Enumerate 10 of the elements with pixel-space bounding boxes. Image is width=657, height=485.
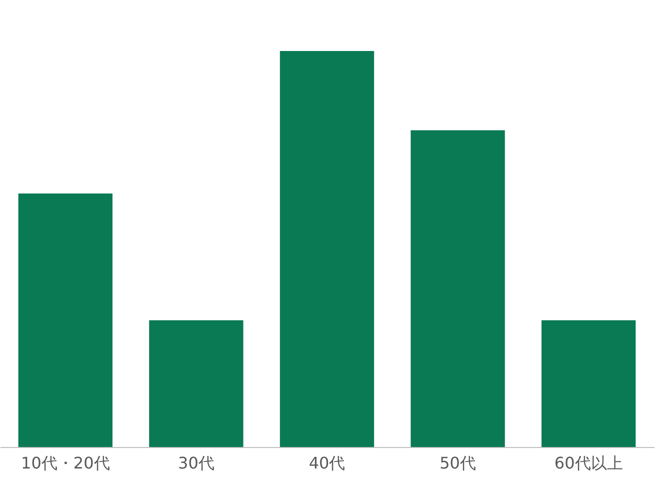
bar [542,320,636,447]
x-tick-label: 10代・20代 [21,454,110,472]
x-tick-label: 30代 [178,454,214,472]
bar [149,320,244,447]
x-tick-label: 40代 [308,454,346,472]
bar [18,194,112,447]
x-tick-label: 50代 [440,454,476,472]
x-tick-label: 60代以上 [554,454,623,472]
bar [410,130,505,447]
bar [280,51,374,447]
